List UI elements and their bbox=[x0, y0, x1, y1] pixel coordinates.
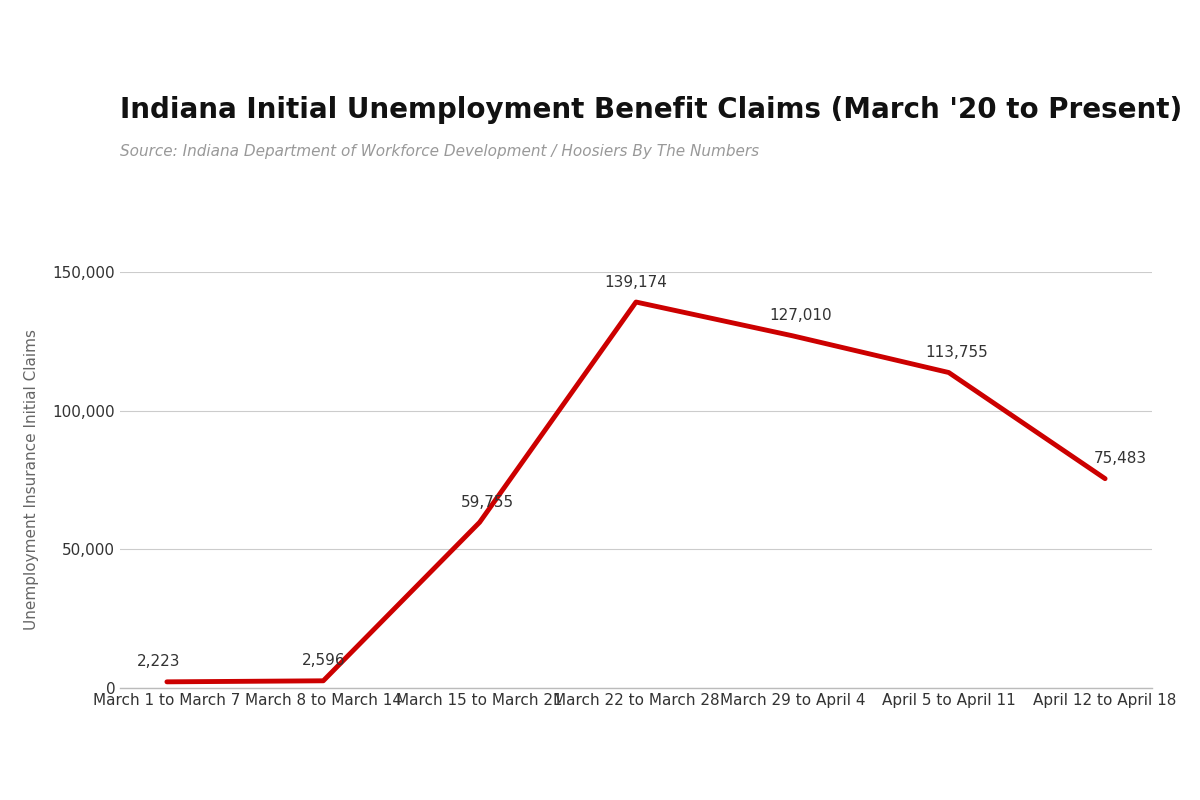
Text: Source: Indiana Department of Workforce Development / Hoosiers By The Numbers: Source: Indiana Department of Workforce … bbox=[120, 144, 760, 159]
Text: 113,755: 113,755 bbox=[925, 345, 988, 360]
Text: 75,483: 75,483 bbox=[1094, 451, 1147, 466]
Text: 2,596: 2,596 bbox=[301, 654, 346, 668]
Y-axis label: Unemployment Insurance Initial Claims: Unemployment Insurance Initial Claims bbox=[24, 330, 38, 630]
Text: 139,174: 139,174 bbox=[605, 274, 667, 290]
Text: 2,223: 2,223 bbox=[137, 654, 181, 670]
Text: 127,010: 127,010 bbox=[769, 308, 832, 323]
Text: 59,755: 59,755 bbox=[461, 494, 514, 510]
Text: Indiana Initial Unemployment Benefit Claims (March '20 to Present): Indiana Initial Unemployment Benefit Cla… bbox=[120, 96, 1182, 124]
